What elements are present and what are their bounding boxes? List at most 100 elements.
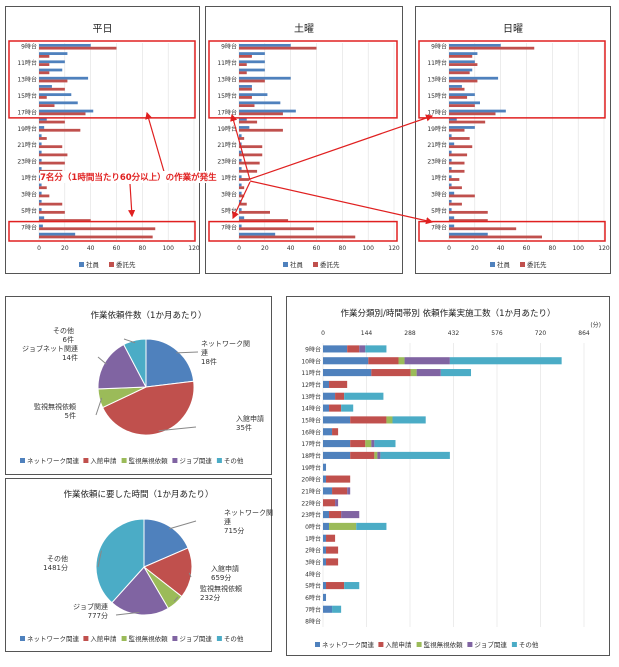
legend-label: ネットワーク関連: [322, 640, 375, 649]
x-tick-label: 80: [549, 245, 557, 252]
stacked-bar-segment: [323, 475, 327, 483]
pie-slice: [123, 338, 147, 388]
y-tick-label: 23時台: [17, 158, 37, 166]
y-tick-label: 21時台: [427, 141, 447, 149]
y-tick-label: 11時台: [217, 59, 237, 67]
bar-staff: [449, 60, 475, 64]
stacked-bar-segment: [359, 345, 366, 353]
bar-contractor: [449, 186, 462, 190]
stacked-bar-segment: [377, 451, 381, 459]
bar-staff: [449, 167, 452, 170]
x-tick-label: 0: [237, 245, 241, 252]
stacked-bar-segment: [323, 428, 333, 436]
bar-contractor: [449, 112, 496, 116]
stacked-bar-segment: [323, 593, 327, 601]
pie-leader: [95, 397, 103, 416]
bar-staff: [449, 93, 475, 97]
stacked-bar-segment: [335, 499, 339, 507]
bar-staff: [39, 93, 72, 97]
stacked-bar-segment: [323, 534, 327, 542]
x-tick-label: 720: [535, 330, 547, 337]
bar-contractor: [39, 186, 47, 190]
legend-label: ジョブ関連: [474, 640, 507, 649]
bar-contractor: [239, 210, 270, 214]
weekday-chart-title: 平日: [92, 24, 113, 35]
legend-swatch: [216, 636, 222, 641]
stacked-bar-segment: [323, 463, 327, 471]
y-tick-label: 5時台: [305, 582, 321, 590]
stacked-bar-segment: [344, 582, 360, 590]
y-tick-label: 7時台: [305, 606, 321, 614]
bar-contractor: [239, 194, 245, 198]
saturday-chart-title: 土曜: [294, 24, 314, 35]
sunday-chart-panel: 日曜 0 20 40 60 80 100 120 9時台 11時台 13時台 15時台 17時台 19時…: [415, 6, 611, 274]
pie-label-line: その他: [53, 326, 74, 335]
bar-staff: [239, 208, 242, 211]
legend-label-contractor: 委託先: [320, 260, 340, 269]
legend-label: 監視無視依頼: [424, 640, 464, 649]
bar-contractor: [39, 63, 50, 66]
y-tick-label: 13時台: [17, 76, 37, 84]
x-tick-label: 60: [113, 245, 121, 252]
pie-label-line: 連: [224, 517, 231, 526]
bar-contractor: [39, 112, 86, 116]
bar-contractor: [449, 178, 460, 181]
stacked-bar-segment: [332, 605, 342, 613]
y-tick-label: 3時台: [431, 190, 447, 198]
x-tick-label: 20: [61, 245, 69, 252]
bar-staff: [239, 191, 242, 195]
bar-contractor: [39, 120, 65, 124]
y-tick-label: 23時台: [217, 158, 237, 166]
bar-staff: [449, 199, 452, 203]
highlight-box: [418, 220, 606, 242]
bar-contractor: [239, 104, 255, 108]
bar-staff: [449, 126, 475, 129]
legend-swatch-contractor: [313, 262, 318, 267]
legend-label: ジョブ関連: [179, 634, 212, 643]
bar-contractor: [39, 219, 91, 222]
stacked-bar-segment: [368, 357, 399, 365]
bar-contractor: [449, 79, 478, 83]
y-tick-label: 21時台: [301, 488, 321, 496]
pie-slice-label: 入館申請 35件: [236, 414, 264, 432]
bar-staff: [449, 109, 506, 113]
y-tick-label: 14時台: [301, 405, 321, 413]
legend-label: 監視無視依頼: [129, 456, 169, 465]
pie-leader: [158, 426, 197, 432]
bar-contractor: [449, 227, 517, 231]
bar-staff: [239, 60, 265, 64]
x-tick-label: 40: [497, 245, 505, 252]
pie-time-panel: 作業依頼に要した時間（1か月あたり） ネットワーク関連 715分 入館申請 659分監…: [5, 478, 273, 652]
saturday-bar-chart: 0 20 40 60 80 100 120 9時台 11時台 13時台 15時台 17時台 19時台 21…: [208, 40, 400, 269]
pie-label-line: その他: [47, 554, 68, 563]
legend-label: ネットワーク関連: [27, 456, 80, 465]
bar-staff: [239, 68, 265, 72]
bar-staff: [39, 52, 68, 55]
stacked-bar-segment: [323, 605, 333, 613]
bar-staff: [239, 150, 242, 154]
bar-contractor: [239, 63, 247, 66]
legend-label-staff: 社員: [86, 260, 100, 269]
y-tick-label: 15時台: [427, 92, 447, 100]
highlight-box: [418, 40, 606, 119]
pie-slice-label: ネットワーク関連 18件: [201, 340, 250, 366]
bar-contractor: [239, 145, 263, 149]
pie-label-line: ジョブ関連: [73, 602, 108, 611]
pie-slice: [145, 338, 195, 388]
stacked-bar-segment: [347, 345, 360, 353]
x-tick-label: 432: [448, 330, 460, 337]
y-tick-label: 4時台: [305, 570, 321, 578]
y-tick-label: 15時台: [217, 92, 237, 100]
y-tick-label: 16時台: [301, 428, 321, 436]
bar-contractor: [39, 235, 153, 239]
bar-staff: [39, 199, 42, 203]
bar-contractor: [239, 112, 283, 116]
y-tick-label: 13時台: [427, 76, 447, 84]
y-tick-label: 23時台: [427, 158, 447, 166]
y-tick-label: 19時台: [301, 464, 321, 472]
pie-label-line: 6件: [63, 335, 74, 344]
legend-label: 監視無視依頼: [129, 634, 169, 643]
x-tick-label: 0: [37, 245, 41, 252]
y-tick-label: 11時台: [17, 59, 37, 67]
pie-time-title: 作業依頼に要した時間（1か月あたり）: [63, 490, 214, 500]
